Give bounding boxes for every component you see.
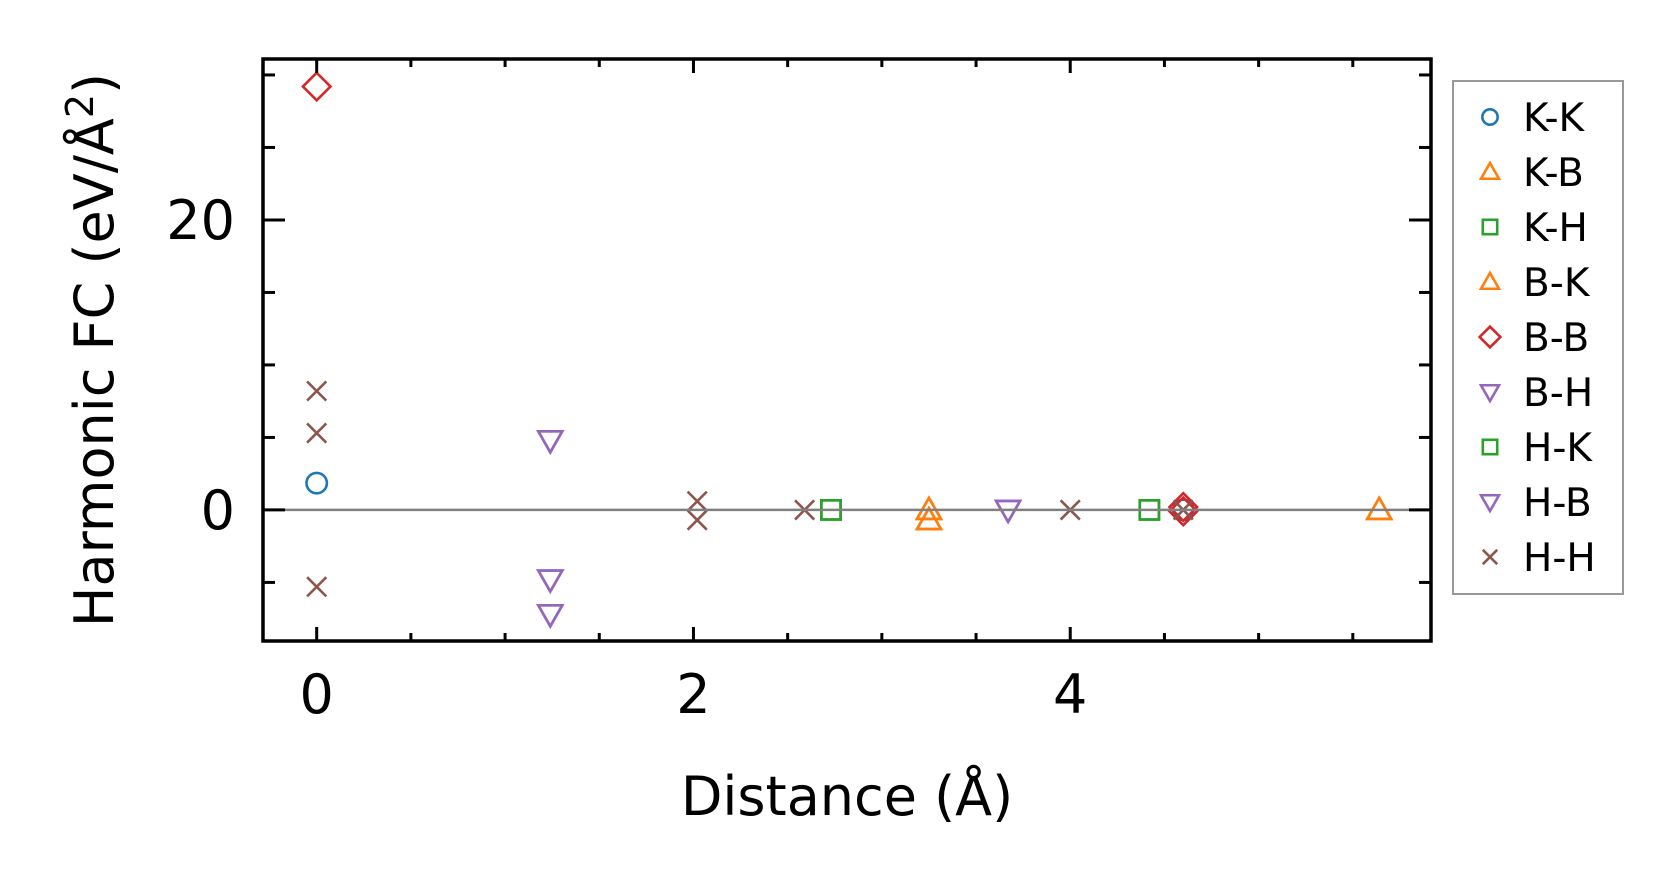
data-point <box>536 604 565 629</box>
legend-item: H-H <box>1481 536 1596 581</box>
legend-item: H-K <box>1481 426 1593 471</box>
data-point <box>301 70 333 103</box>
series-b-h <box>536 430 1023 629</box>
data-point <box>686 509 708 531</box>
data-point <box>993 499 1023 525</box>
legend-marker-x-icon <box>1481 548 1499 566</box>
legend-label: B-B <box>1523 316 1589 361</box>
data-point <box>1364 495 1394 521</box>
data-point <box>536 604 565 629</box>
data-point <box>306 380 328 402</box>
data-point <box>306 576 328 598</box>
data-points <box>301 70 1394 629</box>
legend-label: H-K <box>1523 426 1593 471</box>
legend-item: B-B <box>1477 316 1589 361</box>
legend-marker-triangle-down-icon <box>1478 383 1502 404</box>
data-point <box>914 495 944 521</box>
legend-item: B-K <box>1478 261 1591 306</box>
legend-label: B-H <box>1523 371 1593 416</box>
legend-label: K-K <box>1523 96 1586 141</box>
data-point <box>305 471 329 495</box>
legend-item: B-H <box>1478 371 1593 416</box>
x-tick-label: 0 <box>300 663 334 726</box>
y-tick-label: 20 <box>166 189 235 252</box>
legend-label: K-B <box>1523 151 1584 196</box>
series-h-b <box>536 430 1023 629</box>
x-tick-label: 2 <box>676 663 710 726</box>
x-tick-label: 4 <box>1053 663 1087 726</box>
series-h-h <box>306 380 1194 598</box>
legend-label: H-B <box>1523 481 1592 526</box>
data-point <box>536 430 565 455</box>
legend-item: H-B <box>1478 481 1592 526</box>
data-point <box>536 569 565 595</box>
legend-marker-triangle-up-icon <box>1478 270 1502 291</box>
legend-marker-square-icon <box>1481 218 1499 236</box>
legend-marker-circle-icon <box>1481 108 1499 126</box>
y-axis-label: Harmonic FC (eV/Å2) <box>58 73 126 627</box>
legend-label: B-K <box>1523 261 1591 306</box>
data-point <box>1167 495 1199 528</box>
legend-item: K-B <box>1478 151 1584 196</box>
legend-marker-square-icon <box>1481 438 1499 456</box>
legend-item: K-H <box>1481 206 1588 251</box>
plot-frame <box>261 57 1433 643</box>
legend: K-K K-B K-H B-K B-B B-H H-K H-B H-H <box>1452 80 1624 595</box>
data-point <box>686 490 708 512</box>
data-point <box>536 569 565 595</box>
data-point <box>1364 495 1394 521</box>
legend-item: K-K <box>1481 96 1586 141</box>
series-k-b <box>914 495 1394 531</box>
data-point <box>306 422 328 444</box>
legend-marker-triangle-down-icon <box>1478 493 1502 514</box>
y-tick-label: 0 <box>201 479 235 542</box>
data-point <box>993 499 1023 525</box>
x-axis-label: Distance (Å) <box>681 764 1013 828</box>
data-point <box>914 505 944 531</box>
series-b-k <box>914 495 1394 531</box>
axis-ticks: 0 2 4 0 20 <box>166 59 1431 726</box>
legend-marker-diamond-icon <box>1477 324 1503 350</box>
legend-label: K-H <box>1523 206 1588 251</box>
series-b-b <box>301 70 1199 528</box>
series-k-k <box>305 471 1195 522</box>
data-point <box>536 430 565 455</box>
legend-label: H-H <box>1523 536 1596 581</box>
legend-marker-triangle-up-icon <box>1478 160 1502 181</box>
